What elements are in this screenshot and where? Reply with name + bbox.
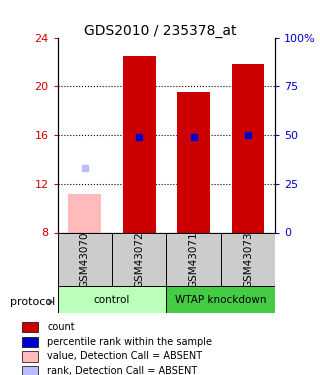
Bar (22, 366, 38, 375)
Bar (232, 64, 264, 232)
Text: WTAP knockdown: WTAP knockdown (175, 295, 267, 304)
Bar (22, 321, 38, 332)
Text: count: count (47, 322, 75, 332)
Bar (68, 194, 101, 232)
Bar (112, 232, 166, 287)
Bar (22, 337, 38, 347)
Text: GSM43071: GSM43071 (188, 231, 199, 288)
Bar (221, 232, 275, 287)
Bar (22, 351, 38, 361)
Text: GDS2010 / 235378_at: GDS2010 / 235378_at (84, 24, 236, 38)
Bar (123, 56, 156, 232)
Text: rank, Detection Call = ABSENT: rank, Detection Call = ABSENT (47, 366, 197, 375)
Bar (166, 286, 275, 313)
Text: percentile rank within the sample: percentile rank within the sample (47, 337, 212, 347)
Text: control: control (94, 295, 130, 304)
Bar (58, 232, 112, 287)
Text: GSM43073: GSM43073 (243, 231, 253, 288)
Text: GSM43072: GSM43072 (134, 231, 144, 288)
Bar (58, 286, 166, 313)
Text: GSM43070: GSM43070 (80, 231, 90, 288)
Text: value, Detection Call = ABSENT: value, Detection Call = ABSENT (47, 351, 202, 361)
Text: protocol: protocol (10, 297, 55, 307)
Bar (177, 92, 210, 232)
Bar (166, 232, 221, 287)
